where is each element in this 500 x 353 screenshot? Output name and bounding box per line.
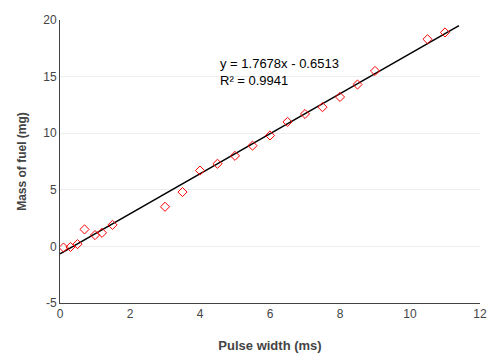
svg-text:4: 4	[197, 307, 204, 321]
svg-text:2: 2	[127, 307, 134, 321]
svg-text:5: 5	[50, 183, 57, 197]
svg-text:-5: -5	[46, 296, 57, 310]
svg-text:6: 6	[267, 307, 274, 321]
svg-text:20: 20	[43, 13, 57, 27]
svg-text:0: 0	[57, 307, 64, 321]
svg-text:15: 15	[43, 70, 57, 84]
svg-text:8: 8	[337, 307, 344, 321]
svg-text:y = 1.7678x - 0.6513R² = 0.994: y = 1.7678x - 0.6513R² = 0.9941	[220, 56, 339, 88]
svg-text:0: 0	[50, 240, 57, 254]
svg-text:10: 10	[43, 126, 57, 140]
svg-text:Pulse width (ms): Pulse width (ms)	[218, 338, 321, 353]
svg-text:10: 10	[403, 307, 417, 321]
svg-text:Mass of fuel (mg): Mass of fuel (mg)	[15, 112, 29, 211]
svg-text:12: 12	[473, 307, 487, 321]
